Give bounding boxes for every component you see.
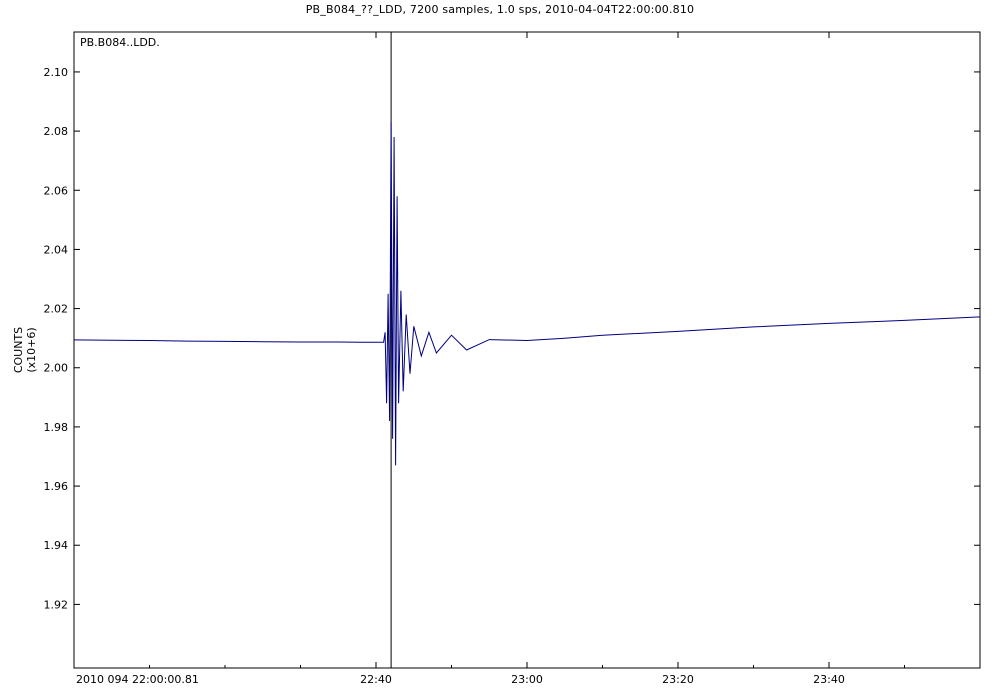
y-tick-label: 1.98	[44, 421, 69, 434]
y-tick-label: 2.06	[44, 184, 69, 197]
x-tick-label: 23:00	[511, 673, 543, 686]
y-axis-title: COUNTS (x10+6)	[12, 327, 38, 373]
x-tick-label: 23:40	[813, 673, 845, 686]
y-axis-label: COUNTS	[12, 327, 25, 373]
y-tick-label: 2.08	[44, 125, 69, 138]
y-axis-scale: (x10+6)	[25, 327, 38, 372]
x-tick-label: 23:20	[662, 673, 694, 686]
waveform-trace	[73, 122, 981, 466]
x-tick-label: 22:40	[360, 673, 392, 686]
x-axis: 22:40 23:00 23:20 23:40	[149, 32, 905, 686]
y-tick-label: 2.00	[44, 362, 69, 375]
y-tick-label: 1.92	[44, 598, 69, 611]
station-label: PB.B084..LDD.	[80, 36, 160, 49]
y-tick-label: 1.94	[44, 539, 69, 552]
y-tick-label: 2.02	[44, 303, 69, 316]
x-start-label: 2010 094 22:00:00.81	[76, 673, 199, 686]
chart-title: PB_B084_??_LDD, 7200 samples, 1.0 sps, 2…	[305, 3, 695, 16]
plot-frame	[73, 31, 981, 669]
y-tick-label: 2.10	[44, 66, 69, 79]
y-axis: 1.92 1.94 1.96 1.98 2.00 2.02 2.04 2.06 2.08 2.10	[44, 66, 980, 611]
y-tick-label: 2.04	[44, 243, 69, 256]
y-tick-label: 1.96	[44, 480, 69, 493]
